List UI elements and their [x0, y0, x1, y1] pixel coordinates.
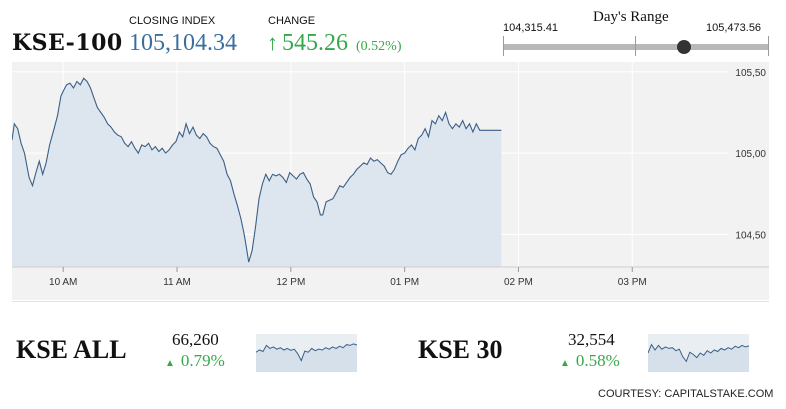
- x-tick-label: 11 AM: [163, 277, 191, 288]
- days-range-high: 105,473.56: [706, 22, 762, 34]
- kse-30-change: ▲ 0.58%: [560, 351, 620, 371]
- days-range-title: Day's Range: [593, 9, 669, 25]
- days-range-low: 104,315.41: [503, 22, 559, 34]
- change-label: CHANGE: [268, 15, 316, 27]
- intraday-chart-svg: 10 AM 11 AM 12 PM 01 PM 02 PM 03 PM 105,50 105,…: [12, 62, 769, 288]
- kse-30-change-percent: 0.58%: [575, 351, 620, 370]
- courtesy-credit: COURTESY: CAPITALSTAKE.COM: [598, 388, 774, 400]
- y-tick-label: 105,50: [735, 68, 766, 79]
- x-tick-label: 02 PM: [504, 277, 533, 288]
- sparkline-line: [256, 343, 357, 362]
- range-tick-right: [768, 36, 769, 56]
- x-tick-label: 12 PM: [276, 277, 305, 288]
- kse-30-up-arrow-icon: ▲: [560, 358, 570, 369]
- section-divider: [12, 301, 769, 302]
- change-value: 545.26: [282, 30, 348, 56]
- closing-index-value: 105,104.34: [129, 30, 237, 56]
- sparkline-area: [648, 344, 749, 372]
- days-range-track: [503, 36, 769, 56]
- intraday-chart: 10 AM 11 AM 12 PM 01 PM 02 PM 03 PM 105,50 105,…: [12, 62, 769, 300]
- sparkline-area: [256, 343, 357, 372]
- series-line: [12, 77, 502, 263]
- range-tick-left: [503, 36, 504, 56]
- range-knob: [676, 40, 691, 54]
- sparkline-line: [648, 343, 749, 363]
- range-tick-middle: [635, 36, 636, 56]
- kse-all-sparkline: [256, 334, 357, 372]
- y-tick-label: 105,00: [735, 149, 766, 160]
- x-tick-label: 03 PM: [618, 277, 647, 288]
- up-arrow-icon: ↑: [267, 30, 278, 55]
- kse-all-up-arrow-icon: ▲: [165, 358, 175, 369]
- kse-30-value: 32,554: [568, 330, 615, 349]
- kse-all-value: 66,260: [172, 330, 219, 349]
- change-percent: (0.52%): [356, 39, 402, 54]
- x-tick-label: 10 AM: [49, 277, 77, 288]
- index-title: KSE-100: [12, 30, 123, 56]
- x-tick-label: 01 PM: [390, 277, 419, 288]
- kse-30-title: KSE 30: [418, 335, 503, 364]
- series-area: [12, 78, 502, 267]
- kse-30-sparkline: [648, 334, 749, 372]
- y-tick-label: 104,50: [735, 230, 766, 241]
- closing-index-label: CLOSING INDEX: [129, 15, 216, 27]
- kse-all-change: ▲ 0.79%: [165, 351, 225, 371]
- change-block: ↑ 545.26 (0.52%): [267, 30, 402, 57]
- kse-all-change-percent: 0.79%: [180, 351, 225, 370]
- kse-all-title: KSE ALL: [16, 335, 127, 364]
